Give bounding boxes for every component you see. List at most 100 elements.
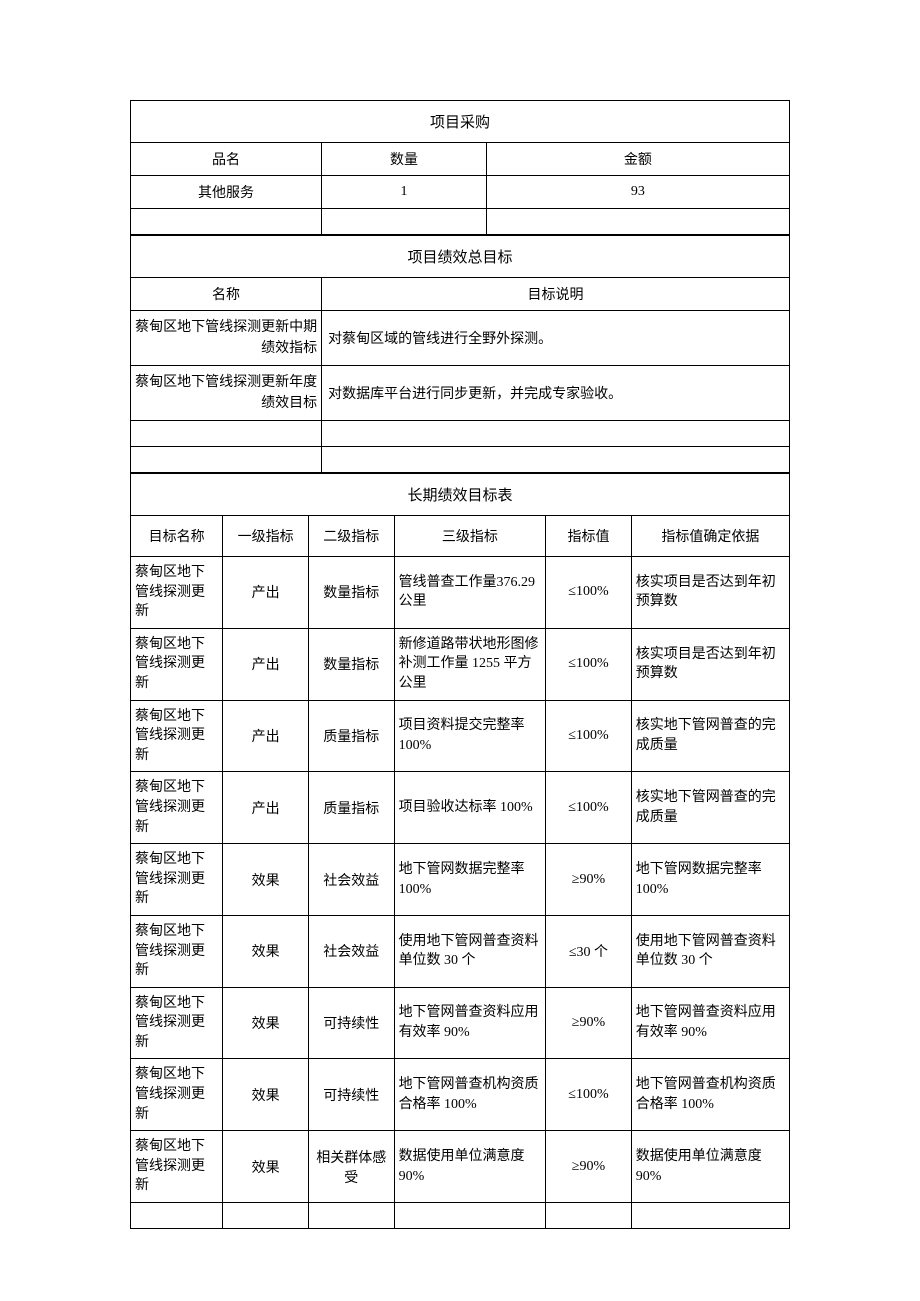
table-row: 蔡甸区地下管线探测更新效果相关群体感受数据使用单位满意度90%≥90%数据使用单… [131, 1131, 790, 1203]
table-row-empty [131, 1203, 790, 1229]
perf-l1: 效果 [223, 1131, 309, 1203]
perf-name: 蔡甸区地下管线探测更新 [131, 628, 223, 700]
perf-l2: 数量指标 [308, 557, 394, 629]
perf-l3: 管线普查工作量376.29 公里 [394, 557, 546, 629]
cell-empty [631, 1203, 789, 1229]
perf-val: ≤100% [546, 1059, 632, 1131]
col-header-amount: 金额 [486, 143, 789, 176]
table-row: 蔡甸区地下管线探测更新效果社会效益地下管网数据完整率100%≥90%地下管网数据… [131, 844, 790, 916]
perf-name: 蔡甸区地下管线探测更新 [131, 915, 223, 987]
table-row: 蔡甸区地下管线探测更新产出质量指标项目验收达标率 100%≤100%核实地下管网… [131, 772, 790, 844]
perf-name: 蔡甸区地下管线探测更新 [131, 844, 223, 916]
perf-basis: 地下管网普查机构资质合格率 100% [631, 1059, 789, 1131]
perf-l3: 使用地下管网普查资料单位数 30 个 [394, 915, 546, 987]
cell-empty [394, 1203, 546, 1229]
table-row-empty [131, 209, 790, 235]
perf-l2: 社会效益 [308, 915, 394, 987]
perf-l2: 质量指标 [308, 772, 394, 844]
goal-name: 蔡甸区地下管线探测更新中期绩效指标 [131, 311, 322, 366]
perf-name: 蔡甸区地下管线探测更新 [131, 557, 223, 629]
goal-desc: 对蔡甸区域的管线进行全野外探测。 [322, 311, 790, 366]
perf-name: 蔡甸区地下管线探测更新 [131, 1131, 223, 1203]
cell-amount: 93 [486, 176, 789, 209]
cell-empty [546, 1203, 632, 1229]
table-row: 蔡甸区地下管线探测更新产出质量指标项目资料提交完整率100%≤100%核实地下管… [131, 700, 790, 772]
cell-qty: 1 [322, 176, 487, 209]
perf-l1: 效果 [223, 844, 309, 916]
procurement-title: 项目采购 [131, 101, 790, 143]
perf-basis: 核实地下管网普查的完成质量 [631, 700, 789, 772]
perf-name: 蔡甸区地下管线探测更新 [131, 700, 223, 772]
cell-empty [322, 447, 790, 473]
col-header-l3: 三级指标 [394, 516, 546, 557]
table-row: 蔡甸区地下管线探测更新效果可持续性地下管网普查资料应用有效率 90%≥90%地下… [131, 987, 790, 1059]
perf-l2: 可持续性 [308, 1059, 394, 1131]
col-header-l2: 二级指标 [308, 516, 394, 557]
col-header-name: 名称 [131, 278, 322, 311]
table-row: 名称 目标说明 [131, 278, 790, 311]
table-row: 蔡甸区地下管线探测更新效果可持续性地下管网普查机构资质合格率 100%≤100%… [131, 1059, 790, 1131]
longterm-title: 长期绩效目标表 [131, 474, 790, 516]
perf-l2: 社会效益 [308, 844, 394, 916]
perf-l3: 项目资料提交完整率100% [394, 700, 546, 772]
perf-basis: 核实项目是否达到年初预算数 [631, 557, 789, 629]
perf-basis: 核实地下管网普查的完成质量 [631, 772, 789, 844]
perf-val: ≥90% [546, 1131, 632, 1203]
longterm-table: 长期绩效目标表 目标名称 一级指标 二级指标 三级指标 指标值 指标值确定依据 … [130, 473, 790, 1229]
perf-l3: 新修道路带状地形图修补测工作量 1255 平方公里 [394, 628, 546, 700]
cell-empty [131, 447, 322, 473]
table-row: 蔡甸区地下管线探测更新效果社会效益使用地下管网普查资料单位数 30 个≤30 个… [131, 915, 790, 987]
perf-basis: 数据使用单位满意度 90% [631, 1131, 789, 1203]
perf-val: ≥90% [546, 987, 632, 1059]
cell-empty [322, 421, 790, 447]
perf-l1: 产出 [223, 700, 309, 772]
col-header-name: 品名 [131, 143, 322, 176]
perf-basis: 核实项目是否达到年初预算数 [631, 628, 789, 700]
perf-l2: 可持续性 [308, 987, 394, 1059]
table-row: 蔡甸区地下管线探测更新中期绩效指标 对蔡甸区域的管线进行全野外探测。 [131, 311, 790, 366]
perf-name: 蔡甸区地下管线探测更新 [131, 772, 223, 844]
perf-val: ≤100% [546, 628, 632, 700]
table-row: 品名 数量 金额 [131, 143, 790, 176]
col-header-qty: 数量 [322, 143, 487, 176]
cell-empty [322, 209, 487, 235]
table-row: 目标名称 一级指标 二级指标 三级指标 指标值 指标值确定依据 [131, 516, 790, 557]
perf-l2: 数量指标 [308, 628, 394, 700]
table-row: 蔡甸区地下管线探测更新产出数量指标管线普查工作量376.29 公里≤100%核实… [131, 557, 790, 629]
perf-l1: 产出 [223, 772, 309, 844]
perf-l1: 产出 [223, 628, 309, 700]
perf-l3: 项目验收达标率 100% [394, 772, 546, 844]
cell-empty [131, 209, 322, 235]
col-header-l1: 一级指标 [223, 516, 309, 557]
col-header-basis: 指标值确定依据 [631, 516, 789, 557]
table-row-empty [131, 447, 790, 473]
perf-val: ≤30 个 [546, 915, 632, 987]
overall-goal-table: 项目绩效总目标 名称 目标说明 蔡甸区地下管线探测更新中期绩效指标 对蔡甸区域的… [130, 235, 790, 473]
table-row: 项目采购 [131, 101, 790, 143]
table-row-empty [131, 421, 790, 447]
perf-l3: 地下管网普查机构资质合格率 100% [394, 1059, 546, 1131]
perf-l2: 相关群体感受 [308, 1131, 394, 1203]
perf-val: ≤100% [546, 772, 632, 844]
perf-val: ≤100% [546, 700, 632, 772]
document-root: 项目采购 品名 数量 金额 其他服务 1 93 项目绩效总目标 名称 目标说明 [130, 100, 790, 1229]
table-row: 项目绩效总目标 [131, 236, 790, 278]
goal-name: 蔡甸区地下管线探测更新年度绩效目标 [131, 366, 322, 421]
perf-val: ≥90% [546, 844, 632, 916]
col-header-val: 指标值 [546, 516, 632, 557]
cell-empty [308, 1203, 394, 1229]
perf-l3: 地下管网数据完整率100% [394, 844, 546, 916]
col-header-goal-name: 目标名称 [131, 516, 223, 557]
perf-basis: 使用地下管网普查资料单位数 30 个 [631, 915, 789, 987]
cell-name: 其他服务 [131, 176, 322, 209]
table-row: 蔡甸区地下管线探测更新年度绩效目标 对数据库平台进行同步更新，并完成专家验收。 [131, 366, 790, 421]
procurement-table: 项目采购 品名 数量 金额 其他服务 1 93 [130, 100, 790, 235]
perf-l1: 产出 [223, 557, 309, 629]
table-row: 其他服务 1 93 [131, 176, 790, 209]
overall-goal-title: 项目绩效总目标 [131, 236, 790, 278]
goal-desc: 对数据库平台进行同步更新，并完成专家验收。 [322, 366, 790, 421]
perf-l1: 效果 [223, 1059, 309, 1131]
table-row: 长期绩效目标表 [131, 474, 790, 516]
cell-empty [131, 1203, 223, 1229]
cell-empty [131, 421, 322, 447]
